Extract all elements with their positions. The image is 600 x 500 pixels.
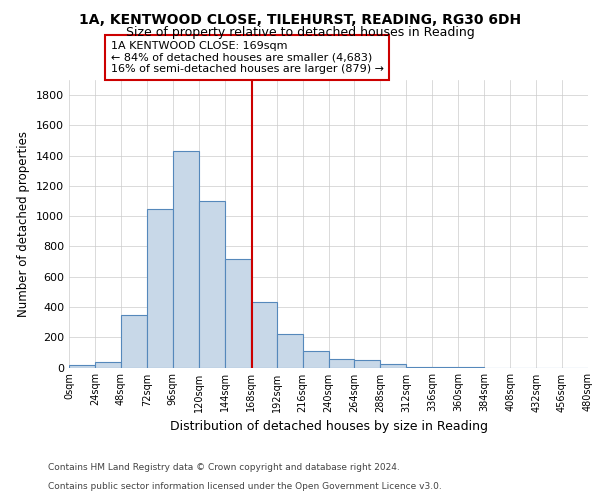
Bar [277, 334, 302, 368]
Bar [173, 151, 199, 368]
Text: Size of property relative to detached houses in Reading: Size of property relative to detached ho… [125, 26, 475, 39]
Text: Contains public sector information licensed under the Open Government Licence v3: Contains public sector information licen… [48, 482, 442, 491]
Bar [199, 201, 224, 368]
Bar [121, 314, 147, 368]
Bar [225, 258, 251, 368]
Bar [69, 365, 95, 368]
Bar [95, 362, 121, 368]
Y-axis label: Number of detached properties: Number of detached properties [17, 130, 31, 317]
Bar [406, 366, 432, 368]
Bar [147, 208, 173, 368]
Text: Contains HM Land Registry data © Crown copyright and database right 2024.: Contains HM Land Registry data © Crown c… [48, 464, 400, 472]
Bar [380, 364, 406, 368]
Text: 1A KENTWOOD CLOSE: 169sqm
← 84% of detached houses are smaller (4,683)
16% of se: 1A KENTWOOD CLOSE: 169sqm ← 84% of detac… [110, 41, 383, 74]
Text: 1A, KENTWOOD CLOSE, TILEHURST, READING, RG30 6DH: 1A, KENTWOOD CLOSE, TILEHURST, READING, … [79, 12, 521, 26]
Bar [302, 351, 329, 368]
X-axis label: Distribution of detached houses by size in Reading: Distribution of detached houses by size … [170, 420, 487, 433]
Bar [251, 302, 277, 368]
Bar [355, 360, 380, 368]
Bar [329, 359, 355, 368]
